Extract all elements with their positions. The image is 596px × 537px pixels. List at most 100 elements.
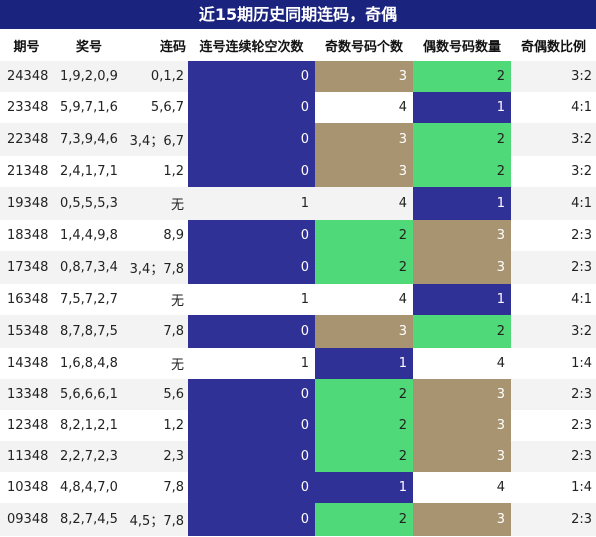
table-row: 09348 8,2,7,4,5 4,5；7,8 0 2 3 2:3 bbox=[0, 503, 596, 536]
ratio-cell: 2:3 bbox=[511, 220, 596, 251]
header-miss: 连号连续轮空次数 bbox=[188, 29, 315, 61]
ratio-cell: 2:3 bbox=[511, 251, 596, 284]
even-count-cell: 3 bbox=[413, 379, 511, 410]
lian-cell: 5,6 bbox=[125, 379, 188, 410]
period-cell: 11348 bbox=[0, 441, 53, 472]
lian-cell: 3,4；6,7 bbox=[125, 123, 188, 156]
numbers-cell: 1,6,8,4,8 bbox=[53, 348, 125, 379]
period-cell: 09348 bbox=[0, 503, 53, 536]
odd-count-cell: 2 bbox=[315, 441, 413, 472]
lian-cell: 7,8 bbox=[125, 315, 188, 348]
lian-cell: 7,8 bbox=[125, 472, 188, 503]
odd-count-cell: 2 bbox=[315, 503, 413, 536]
lian-cell: 2,3 bbox=[125, 441, 188, 472]
miss-count-cell: 0 bbox=[188, 315, 315, 348]
numbers-cell: 2,4,1,7,1 bbox=[53, 156, 125, 187]
miss-count-cell: 0 bbox=[188, 472, 315, 503]
table-row: 15348 8,7,8,7,5 7,8 0 3 2 3:2 bbox=[0, 315, 596, 348]
numbers-cell: 5,6,6,6,1 bbox=[53, 379, 125, 410]
table-body: 24348 1,9,2,0,9 0,1,2 0 3 2 3:2 23348 5,9,7,1,6 5… bbox=[0, 61, 596, 536]
numbers-cell: 8,7,8,7,5 bbox=[53, 315, 125, 348]
odd-count-cell: 2 bbox=[315, 220, 413, 251]
table-row: 17348 0,8,7,3,4 3,4；7,8 0 2 3 2:3 bbox=[0, 251, 596, 284]
even-count-cell: 2 bbox=[413, 123, 511, 156]
even-count-cell: 3 bbox=[413, 251, 511, 284]
odd-count-cell: 2 bbox=[315, 410, 413, 441]
ratio-cell: 2:3 bbox=[511, 441, 596, 472]
period-cell: 14348 bbox=[0, 348, 53, 379]
numbers-cell: 0,8,7,3,4 bbox=[53, 251, 125, 284]
ratio-cell: 2:3 bbox=[511, 379, 596, 410]
lian-cell: 无 bbox=[125, 348, 188, 379]
even-count-cell: 1 bbox=[413, 187, 511, 220]
ratio-cell: 4:1 bbox=[511, 187, 596, 220]
odd-count-cell: 3 bbox=[315, 315, 413, 348]
miss-count-cell: 0 bbox=[188, 503, 315, 536]
miss-count-cell: 0 bbox=[188, 61, 315, 92]
numbers-cell: 1,4,4,9,8 bbox=[53, 220, 125, 251]
ratio-cell: 3:2 bbox=[511, 61, 596, 92]
odd-count-cell: 1 bbox=[315, 472, 413, 503]
header-period: 期号 bbox=[0, 29, 53, 61]
ratio-cell: 2:3 bbox=[511, 503, 596, 536]
numbers-cell: 0,5,5,5,3 bbox=[53, 187, 125, 220]
numbers-cell: 7,3,9,4,6 bbox=[53, 123, 125, 156]
period-cell: 16348 bbox=[0, 284, 53, 315]
even-count-cell: 1 bbox=[413, 92, 511, 123]
numbers-cell: 2,2,7,2,3 bbox=[53, 441, 125, 472]
period-cell: 24348 bbox=[0, 61, 53, 92]
period-cell: 13348 bbox=[0, 379, 53, 410]
miss-count-cell: 0 bbox=[188, 379, 315, 410]
miss-count-cell: 0 bbox=[188, 410, 315, 441]
lian-cell: 5,6,7 bbox=[125, 92, 188, 123]
table-row: 12348 8,2,1,2,1 1,2 0 2 3 2:3 bbox=[0, 410, 596, 441]
ratio-cell: 3:2 bbox=[511, 315, 596, 348]
table-row: 23348 5,9,7,1,6 5,6,7 0 4 1 4:1 bbox=[0, 92, 596, 123]
even-count-cell: 2 bbox=[413, 156, 511, 187]
odd-count-cell: 2 bbox=[315, 379, 413, 410]
even-count-cell: 3 bbox=[413, 503, 511, 536]
table-row: 21348 2,4,1,7,1 1,2 0 3 2 3:2 bbox=[0, 156, 596, 187]
lian-cell: 1,2 bbox=[125, 410, 188, 441]
lian-cell: 无 bbox=[125, 187, 188, 220]
miss-count-cell: 1 bbox=[188, 348, 315, 379]
numbers-cell: 8,2,7,4,5 bbox=[53, 503, 125, 536]
ratio-cell: 1:4 bbox=[511, 348, 596, 379]
ratio-cell: 4:1 bbox=[511, 92, 596, 123]
period-cell: 12348 bbox=[0, 410, 53, 441]
ratio-cell: 2:3 bbox=[511, 410, 596, 441]
numbers-cell: 4,8,4,7,0 bbox=[53, 472, 125, 503]
table-row: 24348 1,9,2,0,9 0,1,2 0 3 2 3:2 bbox=[0, 61, 596, 92]
header-numbers: 奖号 bbox=[53, 29, 125, 61]
even-count-cell: 1 bbox=[413, 284, 511, 315]
odd-count-cell: 4 bbox=[315, 284, 413, 315]
table-row: 14348 1,6,8,4,8 无 1 1 4 1:4 bbox=[0, 348, 596, 379]
table-row: 16348 7,5,7,2,7 无 1 4 1 4:1 bbox=[0, 284, 596, 315]
even-count-cell: 3 bbox=[413, 220, 511, 251]
miss-count-cell: 0 bbox=[188, 251, 315, 284]
period-cell: 18348 bbox=[0, 220, 53, 251]
header-lian: 连码 bbox=[125, 29, 188, 61]
table-row: 13348 5,6,6,6,1 5,6 0 2 3 2:3 bbox=[0, 379, 596, 410]
table-row: 18348 1,4,4,9,8 8,9 0 2 3 2:3 bbox=[0, 220, 596, 251]
ratio-cell: 4:1 bbox=[511, 284, 596, 315]
period-cell: 21348 bbox=[0, 156, 53, 187]
numbers-cell: 5,9,7,1,6 bbox=[53, 92, 125, 123]
even-count-cell: 2 bbox=[413, 315, 511, 348]
even-count-cell: 3 bbox=[413, 410, 511, 441]
period-cell: 23348 bbox=[0, 92, 53, 123]
ratio-cell: 3:2 bbox=[511, 156, 596, 187]
numbers-cell: 1,9,2,0,9 bbox=[53, 61, 125, 92]
ratio-cell: 3:2 bbox=[511, 123, 596, 156]
period-cell: 15348 bbox=[0, 315, 53, 348]
header-odd: 奇数号码个数 bbox=[315, 29, 413, 61]
header-ratio: 奇偶数比例 bbox=[511, 29, 596, 61]
miss-count-cell: 1 bbox=[188, 187, 315, 220]
miss-count-cell: 0 bbox=[188, 156, 315, 187]
lian-cell: 4,5；7,8 bbox=[125, 503, 188, 536]
table-row: 22348 7,3,9,4,6 3,4；6,7 0 3 2 3:2 bbox=[0, 123, 596, 156]
miss-count-cell: 0 bbox=[188, 441, 315, 472]
odd-count-cell: 3 bbox=[315, 61, 413, 92]
numbers-cell: 7,5,7,2,7 bbox=[53, 284, 125, 315]
header-even: 偶数号码数量 bbox=[413, 29, 511, 61]
